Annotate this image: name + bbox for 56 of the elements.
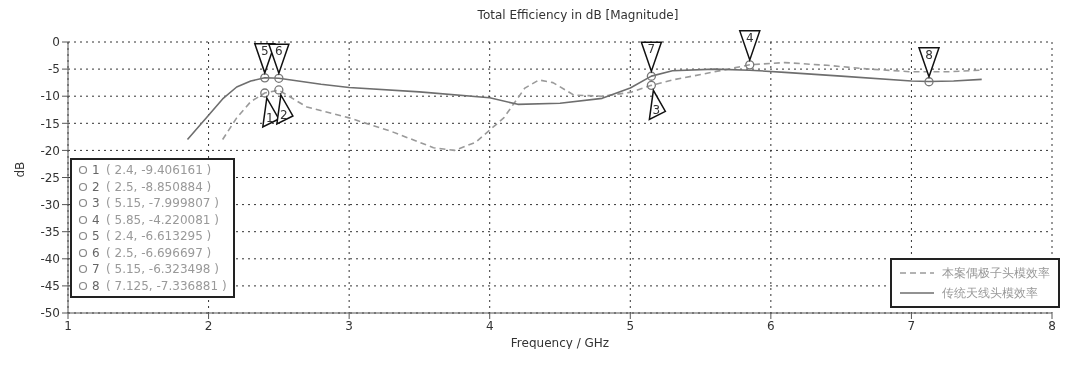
text: 5: [92, 229, 100, 243]
x-tick-label: 6: [767, 318, 775, 333]
text: 4: [92, 212, 100, 227]
y-tick-label: -40: [40, 252, 60, 267]
x-tick-label: 2: [204, 318, 213, 333]
annotation: ( 2.5, -6.696697 ): [106, 244, 212, 261]
point: [924, 77, 934, 87]
annotation: 3: [652, 103, 661, 118]
point: [745, 60, 755, 70]
annotation: 8: [925, 47, 933, 62]
legend-label: 传统天线头模效率: [942, 285, 1038, 302]
x-tick-label: 7: [907, 318, 916, 333]
y-tick-label: -30: [40, 197, 60, 212]
x-tick-label: 3: [345, 318, 353, 333]
x-tick-label: 8: [1048, 318, 1056, 333]
y-tick-label: -20: [40, 143, 60, 158]
annotation: ( 7.125, -7.336881 ): [106, 277, 227, 294]
point: [646, 80, 657, 91]
y-tick-label: -45: [40, 279, 60, 294]
x-tick-label: 4: [485, 318, 494, 333]
annotation: ( 2.5, -8.850884 ): [106, 178, 212, 195]
chart-title: Total Efficiency in dB [Magnitude]: [476, 8, 680, 24]
text: 3: [92, 196, 100, 210]
x-tick-label: 5: [626, 318, 635, 333]
y-tick-label: -35: [40, 224, 60, 239]
point: [274, 73, 284, 83]
y-tick-label: -10: [40, 89, 60, 104]
text: 2: [92, 179, 100, 194]
annotation: ( 2.4, -9.406161 ): [106, 162, 212, 179]
annotation: 1: [265, 110, 274, 125]
x-axis-title: Frequency / GHz: [510, 336, 610, 350]
y-tick-label: -50: [40, 306, 60, 321]
annotation: 4: [745, 30, 754, 45]
annotation: ( 5.15, -6.323498 ): [106, 261, 219, 278]
text: 6: [92, 245, 100, 260]
y-tick-label: -15: [40, 116, 60, 131]
point: [646, 71, 657, 81]
annotation: 5: [260, 43, 269, 58]
point: [260, 73, 270, 83]
annotation: ( 2.4, -6.613295 ): [106, 228, 212, 245]
text: 1: [92, 163, 100, 177]
legend-label: 本案偶极子头模效率: [942, 265, 1050, 282]
text: 8: [92, 278, 100, 293]
y-axis-title: dB: [13, 161, 28, 178]
annotation: 6: [275, 44, 283, 59]
annotation: 2: [280, 107, 288, 122]
annotation: 7: [647, 42, 656, 57]
y-tick-label: -25: [40, 170, 60, 185]
annotation: ( 5.15, -7.999807 ): [106, 195, 219, 212]
y-tick-label: -5: [48, 62, 60, 77]
x-tick-label: 1: [64, 318, 72, 333]
point: [260, 88, 270, 98]
y-tick-label: 0: [52, 35, 60, 50]
text: 7: [92, 262, 100, 276]
point: [274, 85, 284, 95]
annotation: ( 5.85, -4.220081 ): [106, 211, 219, 228]
